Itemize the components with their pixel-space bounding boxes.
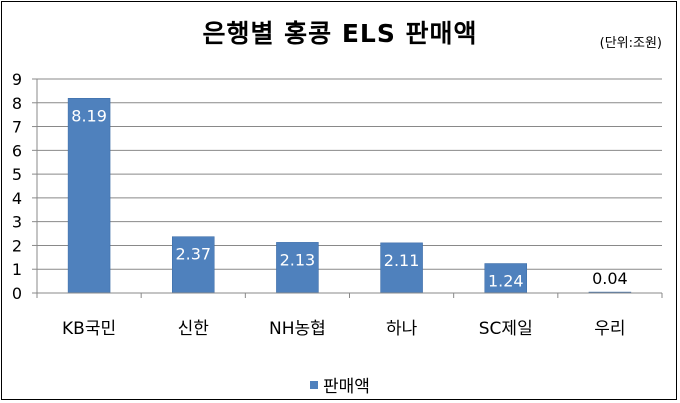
bar xyxy=(380,242,423,294)
chart-title: 은행별 홍콩 ELS 판매액 xyxy=(202,19,478,48)
data-label: 2.11 xyxy=(384,251,420,270)
legend-label: 판매액 xyxy=(323,377,370,397)
y-tick-label: 3 xyxy=(12,213,22,232)
y-tick-label: 0 xyxy=(12,284,22,303)
legend-swatch xyxy=(310,381,319,389)
x-tick-label: 우리 xyxy=(594,319,625,339)
x-tick-label: 신한 xyxy=(178,319,210,339)
x-tick-label: 하나 xyxy=(386,319,418,339)
y-tick-label: 1 xyxy=(12,260,22,279)
y-tick-label: 9 xyxy=(12,70,22,89)
x-tick-label: KB국민 xyxy=(62,319,116,339)
data-label: 2.37 xyxy=(175,245,211,264)
bar xyxy=(172,236,215,294)
bar xyxy=(276,242,319,294)
data-label: 8.19 xyxy=(71,106,107,125)
x-tick-label: NH농협 xyxy=(269,319,326,339)
labels: 0 1 2 3 4 5 6 7 8 9 8.19 KB국민 2.37 신한 2.13 NH농협 2.11 하나 1.… xyxy=(12,70,628,339)
unit-note: (단위:조원) xyxy=(599,36,662,51)
y-tick-label: 7 xyxy=(12,118,22,137)
axes xyxy=(32,78,663,298)
legend: 판매액 xyxy=(0,372,680,397)
bars xyxy=(67,98,632,294)
data-label: 2.13 xyxy=(280,250,316,269)
bar xyxy=(67,98,111,294)
y-tick-label: 5 xyxy=(12,165,22,184)
y-tick-label: 8 xyxy=(12,94,22,113)
y-tick-label: 4 xyxy=(12,189,22,208)
data-label: 0.04 xyxy=(592,269,628,288)
gridlines xyxy=(37,78,662,270)
bar xyxy=(484,263,527,294)
y-tick-label: 2 xyxy=(12,236,22,255)
data-label: 1.24 xyxy=(488,272,524,291)
x-tick-label: SC제일 xyxy=(479,319,533,339)
y-tick-label: 6 xyxy=(12,141,22,160)
